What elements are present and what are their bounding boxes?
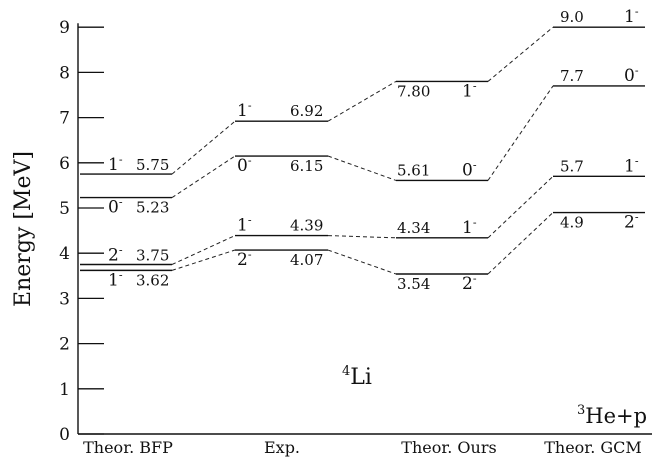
- y-tick-label: 7: [59, 109, 70, 129]
- level-energy-label: 3.62: [136, 271, 169, 289]
- level-energy-label: 5.23: [136, 199, 169, 217]
- level-jpi-label: 1-: [237, 99, 252, 121]
- level-jpi-label: 1-: [462, 79, 477, 101]
- y-tick-label: 6: [59, 154, 70, 174]
- threshold-channel: He+p: [585, 404, 647, 428]
- y-axis: 0 1 2 3 4 5 6 7 8 9: [59, 18, 652, 445]
- parity-superscript: -: [635, 64, 639, 77]
- parity-superscript: -: [635, 5, 639, 18]
- level-energy-label: 5.7: [560, 157, 584, 175]
- nucleus-symbol: Li: [350, 365, 372, 390]
- level-energy-label: 3.54: [397, 275, 430, 293]
- level-jpi-label: 2-: [108, 244, 123, 266]
- level-connector: [487, 212, 554, 275]
- level-jpi-label: 2-: [624, 211, 639, 233]
- level-energy-label: 9.0: [560, 8, 584, 26]
- level-connectors: [171, 26, 554, 275]
- level-jpi-label: 1-: [108, 153, 123, 175]
- level-energy-label: 4.9: [560, 214, 584, 232]
- level-labels: 5.75 1- 5.23 0- 3.75 2- 3.62 1- 6.92 1- 6.15 0- 4.39…: [108, 5, 639, 294]
- level-jpi-label: 0-: [237, 154, 252, 176]
- y-tick-label: 4: [59, 244, 70, 264]
- level-energy-label: 4.34: [397, 219, 430, 237]
- category-labels: Theor. BFP Exp. Theor. Ours Theor. GCM: [83, 438, 642, 457]
- category-label: Theor. BFP: [83, 438, 173, 457]
- level-energy-label: 5.61: [397, 161, 430, 179]
- level-connector: [487, 85, 554, 181]
- level-connector: [327, 155, 397, 181]
- level-jpi-label: 1-: [108, 268, 123, 290]
- y-tick-label: 9: [59, 18, 70, 38]
- level-jpi-label: 0-: [624, 64, 639, 86]
- parity-superscript: -: [119, 196, 123, 209]
- level-jpi-label: 1-: [624, 154, 639, 176]
- level-connector: [327, 235, 397, 239]
- level-connector: [327, 249, 397, 275]
- parity-superscript: -: [473, 158, 477, 171]
- y-tick-label: 3: [59, 289, 70, 309]
- level-jpi-label: 0-: [108, 196, 123, 218]
- level-energy-label: 4.39: [290, 217, 323, 235]
- y-tick-label: 1: [59, 380, 70, 400]
- category-label: Theor. GCM: [544, 438, 642, 457]
- y-tick-label: 5: [59, 199, 70, 219]
- level-energy-label: 6.92: [290, 102, 323, 120]
- category-label: Theor. Ours: [401, 438, 496, 457]
- y-axis-label: Energy [MeV]: [11, 151, 36, 307]
- level-jpi-label: 1-: [237, 214, 252, 236]
- parity-superscript: -: [473, 216, 477, 229]
- level-energy-label: 6.15: [290, 157, 323, 175]
- parity-superscript: -: [119, 268, 123, 281]
- threshold-label: 3He+p: [577, 403, 647, 428]
- level-energy-label: 3.75: [136, 247, 169, 265]
- level-jpi-label: 1-: [624, 5, 639, 27]
- nucleus-mass-number: 4: [342, 364, 350, 379]
- y-tick-label: 0: [59, 425, 70, 445]
- level-connector: [171, 120, 236, 175]
- level-jpi-label: 2-: [237, 248, 252, 270]
- parity-superscript: -: [248, 214, 252, 227]
- level-connector: [487, 175, 554, 239]
- parity-superscript: -: [119, 244, 123, 257]
- level-jpi-label: 2-: [462, 272, 477, 294]
- parity-superscript: -: [248, 99, 252, 112]
- level-jpi-label: 0-: [462, 158, 477, 180]
- category-label: Exp.: [264, 438, 300, 457]
- parity-superscript: -: [473, 79, 477, 92]
- energy-levels: [80, 26, 645, 275]
- y-tick-label: 2: [59, 335, 70, 355]
- parity-superscript: -: [119, 153, 123, 166]
- parity-superscript: -: [635, 154, 639, 167]
- parity-superscript: -: [635, 211, 639, 224]
- level-energy-label: 4.07: [290, 251, 323, 269]
- level-connector: [327, 81, 397, 122]
- level-energy-label: 7.80: [397, 82, 430, 100]
- level-connector: [171, 155, 236, 199]
- level-energy-label: 7.7: [560, 67, 584, 85]
- threshold-mass-number: 3: [577, 403, 585, 418]
- parity-superscript: -: [473, 272, 477, 285]
- parity-superscript: -: [248, 154, 252, 167]
- nucleus-label: 4Li: [342, 364, 372, 390]
- level-energy-label: 5.75: [136, 156, 169, 174]
- level-jpi-label: 1-: [462, 216, 477, 238]
- level-connector: [171, 235, 236, 265]
- parity-superscript: -: [248, 248, 252, 261]
- level-connector: [487, 26, 554, 82]
- y-tick-label: 8: [59, 63, 70, 83]
